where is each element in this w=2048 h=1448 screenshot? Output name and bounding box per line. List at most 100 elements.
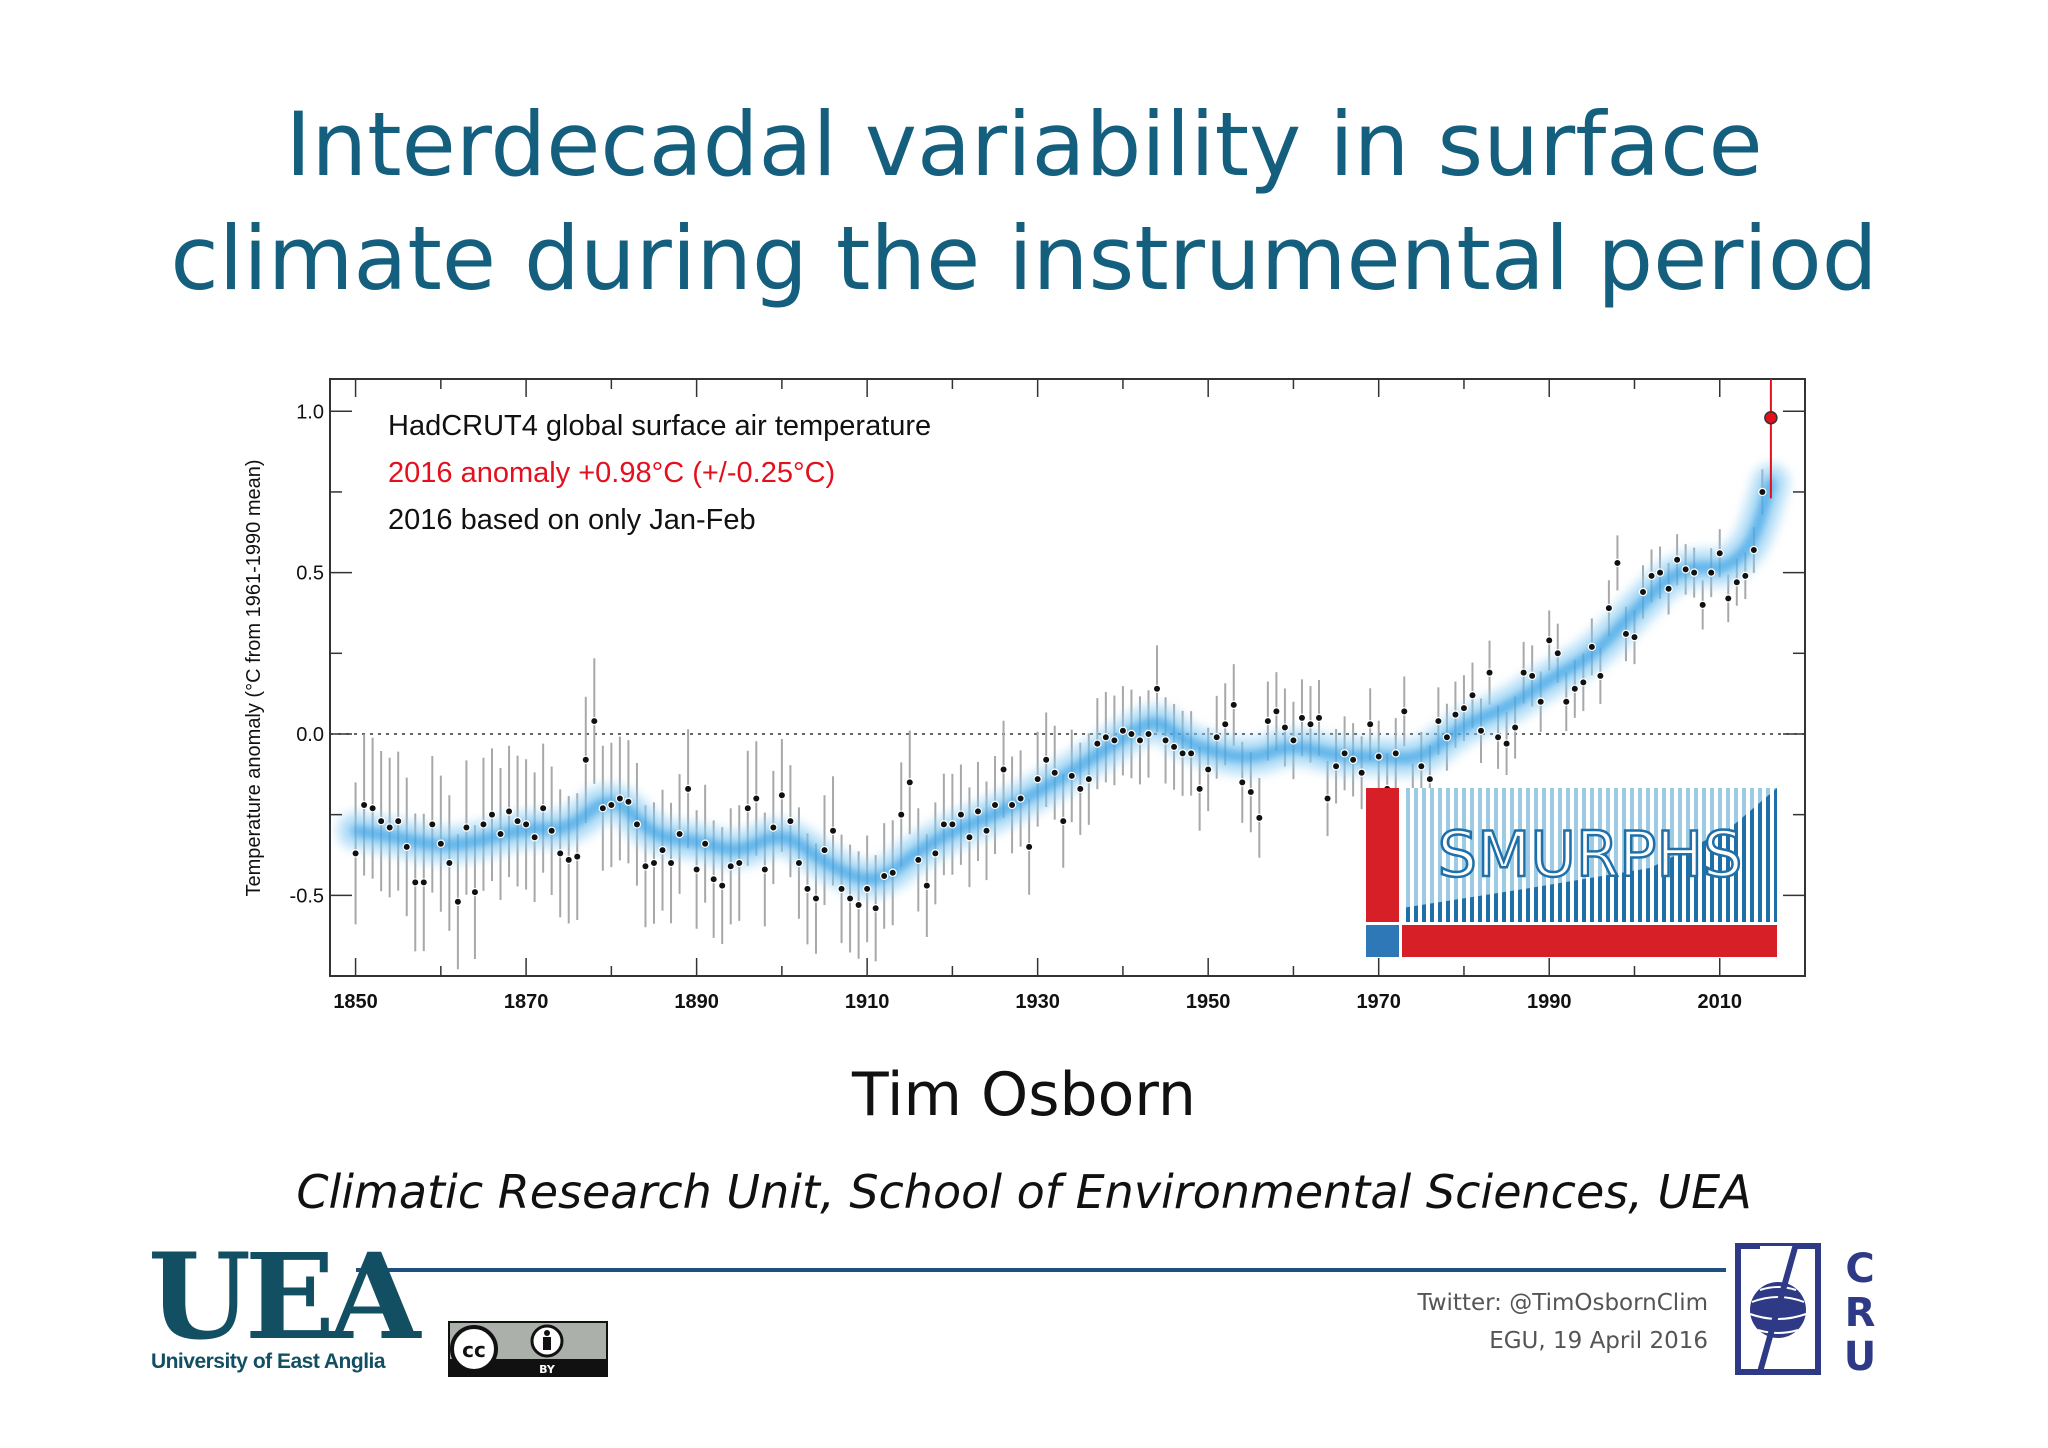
data-point	[598, 803, 608, 813]
data-point	[1468, 691, 1477, 700]
data-point	[1638, 587, 1648, 597]
data-point	[803, 884, 812, 894]
data-point	[1749, 545, 1759, 555]
data-point	[658, 845, 667, 855]
footer-rule	[356, 1268, 1726, 1272]
data-point	[1425, 774, 1435, 784]
data-point	[752, 794, 761, 803]
data-point	[632, 820, 642, 829]
data-point	[1212, 733, 1221, 742]
data-point	[641, 862, 650, 871]
data-point	[1741, 571, 1750, 581]
data-point	[1570, 684, 1579, 693]
data-point	[1348, 755, 1358, 764]
x-tick-label: 1970	[1356, 991, 1401, 1013]
data-point	[1681, 565, 1690, 574]
data-point	[453, 897, 463, 906]
data-point	[1647, 571, 1656, 581]
data-point	[1724, 594, 1733, 603]
data-point	[922, 881, 932, 890]
contact-info: Twitter: @TimOsbornClim EGU, 19 April 20…	[1417, 1284, 1708, 1360]
data-point	[828, 826, 838, 835]
cc-by-label: BY	[539, 1363, 556, 1376]
uea-logo-name: University of East Anglia	[150, 1350, 386, 1373]
data-point	[1041, 755, 1051, 764]
cru-letter-r: R	[1845, 1290, 1876, 1336]
data-point	[1391, 749, 1400, 758]
data-point	[999, 765, 1008, 774]
data-point	[504, 807, 514, 816]
slide-title: Interdecadal variability in surface clim…	[0, 88, 2048, 316]
data-point	[615, 794, 625, 803]
data-point	[1144, 729, 1153, 739]
data-point	[862, 884, 872, 894]
cru-letter-c: C	[1845, 1246, 1874, 1292]
data-point	[1655, 568, 1665, 577]
data-point	[1510, 723, 1520, 732]
data-point	[1306, 720, 1315, 729]
y-tick-label: 0.5	[296, 563, 324, 585]
author-name: Tim Osborn	[852, 1060, 1196, 1130]
data-point	[1289, 736, 1298, 745]
data-point	[1502, 739, 1511, 748]
data-point	[717, 881, 727, 890]
data-point	[1229, 700, 1238, 710]
data-point	[547, 826, 556, 835]
data-point	[1093, 739, 1102, 748]
data-point	[786, 816, 795, 826]
data-point	[530, 833, 539, 842]
data-point	[419, 878, 428, 887]
data-point	[1135, 736, 1145, 745]
data-point	[965, 833, 974, 842]
data-point	[1417, 762, 1426, 771]
data-point	[760, 865, 770, 874]
uea-logo: UEA University of East Anglia	[148, 1232, 420, 1380]
data-point	[709, 874, 718, 884]
data-point	[649, 858, 659, 868]
data-point	[1442, 733, 1452, 742]
data-point	[1451, 710, 1460, 719]
data-point	[1024, 842, 1034, 852]
data-point	[1732, 578, 1741, 587]
data-point	[1110, 736, 1119, 745]
data-point	[735, 858, 744, 868]
data-point	[1221, 720, 1230, 729]
data-point	[1562, 697, 1571, 706]
data-point	[538, 803, 548, 813]
data-point	[1238, 778, 1247, 787]
data-point	[462, 823, 471, 832]
data-point	[1604, 603, 1614, 613]
data-point	[1007, 800, 1017, 810]
x-tick-label: 1890	[674, 991, 719, 1013]
data-point	[1246, 787, 1256, 797]
data-point	[411, 878, 420, 887]
title-line-1: Interdecadal variability in surface	[285, 93, 1763, 196]
data-point	[368, 803, 377, 813]
data-point	[888, 868, 897, 877]
data-point	[1263, 716, 1273, 726]
data-point	[1698, 600, 1707, 610]
data-point	[871, 904, 880, 913]
data-point	[1374, 752, 1383, 761]
data-point	[769, 823, 778, 832]
data-point	[556, 849, 565, 858]
x-tick-label: 1910	[845, 991, 890, 1013]
data-point	[487, 810, 497, 819]
data-point	[794, 858, 804, 868]
data-point	[675, 829, 684, 839]
data-point	[914, 855, 923, 865]
data-point	[1400, 707, 1409, 716]
data-point	[445, 858, 454, 868]
data-point	[956, 810, 966, 819]
data-point	[683, 784, 693, 794]
data-point	[376, 816, 386, 826]
data-point	[854, 900, 863, 910]
x-tick-label: 2010	[1697, 991, 1742, 1013]
data-point	[692, 865, 701, 874]
data-point	[1178, 749, 1187, 758]
data-point	[1485, 668, 1494, 677]
data-point	[351, 849, 360, 858]
data-point	[931, 849, 940, 858]
data-point	[1280, 723, 1290, 732]
data-point	[1459, 703, 1469, 713]
